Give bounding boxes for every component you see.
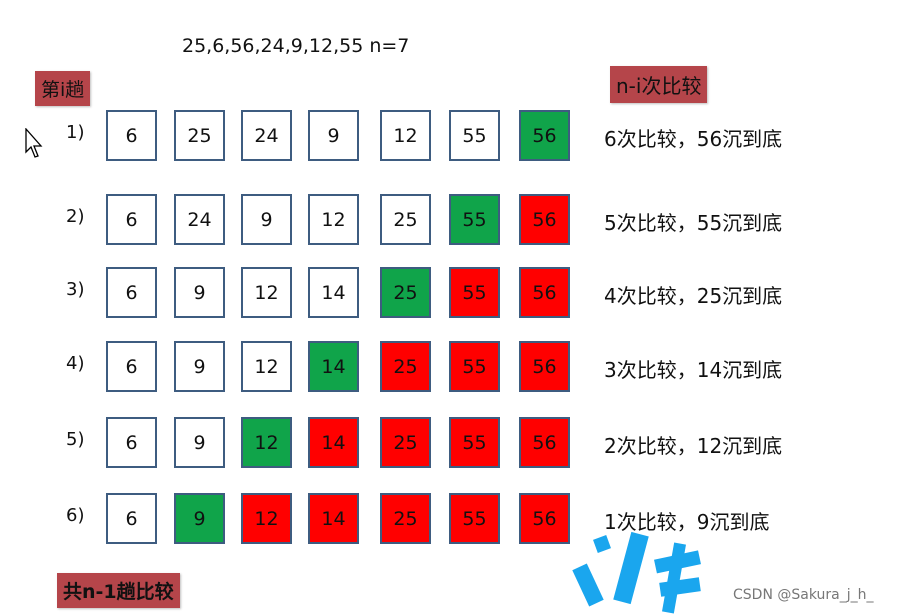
array-cell: 24 [174,194,225,245]
array-cell: 55 [449,194,500,245]
array-cell: 12 [241,493,292,544]
array-cell: 56 [519,341,570,392]
array-cell: 25 [380,493,431,544]
array-cell: 9 [174,493,225,544]
array-cell: 25 [380,194,431,245]
array-cell: 6 [106,417,157,468]
array-cell: 55 [449,493,500,544]
array-cell: 12 [241,341,292,392]
array-cell: 9 [174,417,225,468]
pass-note: 5次比较，55沉到底 [604,211,783,235]
array-cell: 55 [449,417,500,468]
row-label: 2) [66,206,85,227]
array-cell: 14 [308,493,359,544]
array-cell: 12 [308,194,359,245]
row-label: 4) [66,353,85,374]
array-cell: 12 [380,110,431,161]
array-cell: 25 [174,110,225,161]
array-cell: 55 [449,341,500,392]
total-passes-tag: 共n-1趟比较 [57,573,180,608]
pass-note: 2次比较，12沉到底 [604,434,783,458]
row-label: 1) [66,122,85,143]
array-cell: 55 [449,267,500,318]
array-cell: 24 [241,110,292,161]
pass-note: 1次比较，9沉到底 [604,510,770,534]
pass-note: 3次比较，14沉到底 [604,358,783,382]
array-cell: 9 [308,110,359,161]
array-cell: 6 [106,267,157,318]
row-label: 3) [66,279,85,300]
watermark-text: CSDN @Sakura_j_h_ [733,587,874,603]
array-cell: 6 [106,194,157,245]
pass-tag: 第i趟 [35,71,91,106]
array-cell: 9 [174,267,225,318]
mouse-pointer-icon [25,128,43,158]
sequence-caption: 25,6,56,24,9,12,55 n=7 [182,35,410,57]
array-cell: 9 [241,194,292,245]
watermark-logo-icon [572,531,701,614]
array-cell: 25 [380,267,431,318]
array-cell: 12 [241,417,292,468]
array-cell: 56 [519,110,570,161]
array-cell: 56 [519,493,570,544]
array-cell: 6 [106,110,157,161]
compare-count-tag: n-i次比较 [610,66,708,103]
array-cell: 25 [380,341,431,392]
array-cell: 9 [174,341,225,392]
array-cell: 12 [241,267,292,318]
array-cell: 56 [519,194,570,245]
array-cell: 6 [106,493,157,544]
array-cell: 6 [106,341,157,392]
row-label: 5) [66,429,85,450]
array-cell: 56 [519,267,570,318]
pass-note: 6次比较，56沉到底 [604,127,783,151]
array-cell: 14 [308,267,359,318]
row-label: 6) [66,505,85,526]
array-cell: 14 [308,341,359,392]
pass-note: 4次比较，25沉到底 [604,284,783,308]
array-cell: 55 [449,110,500,161]
array-cell: 14 [308,417,359,468]
array-cell: 25 [380,417,431,468]
array-cell: 56 [519,417,570,468]
